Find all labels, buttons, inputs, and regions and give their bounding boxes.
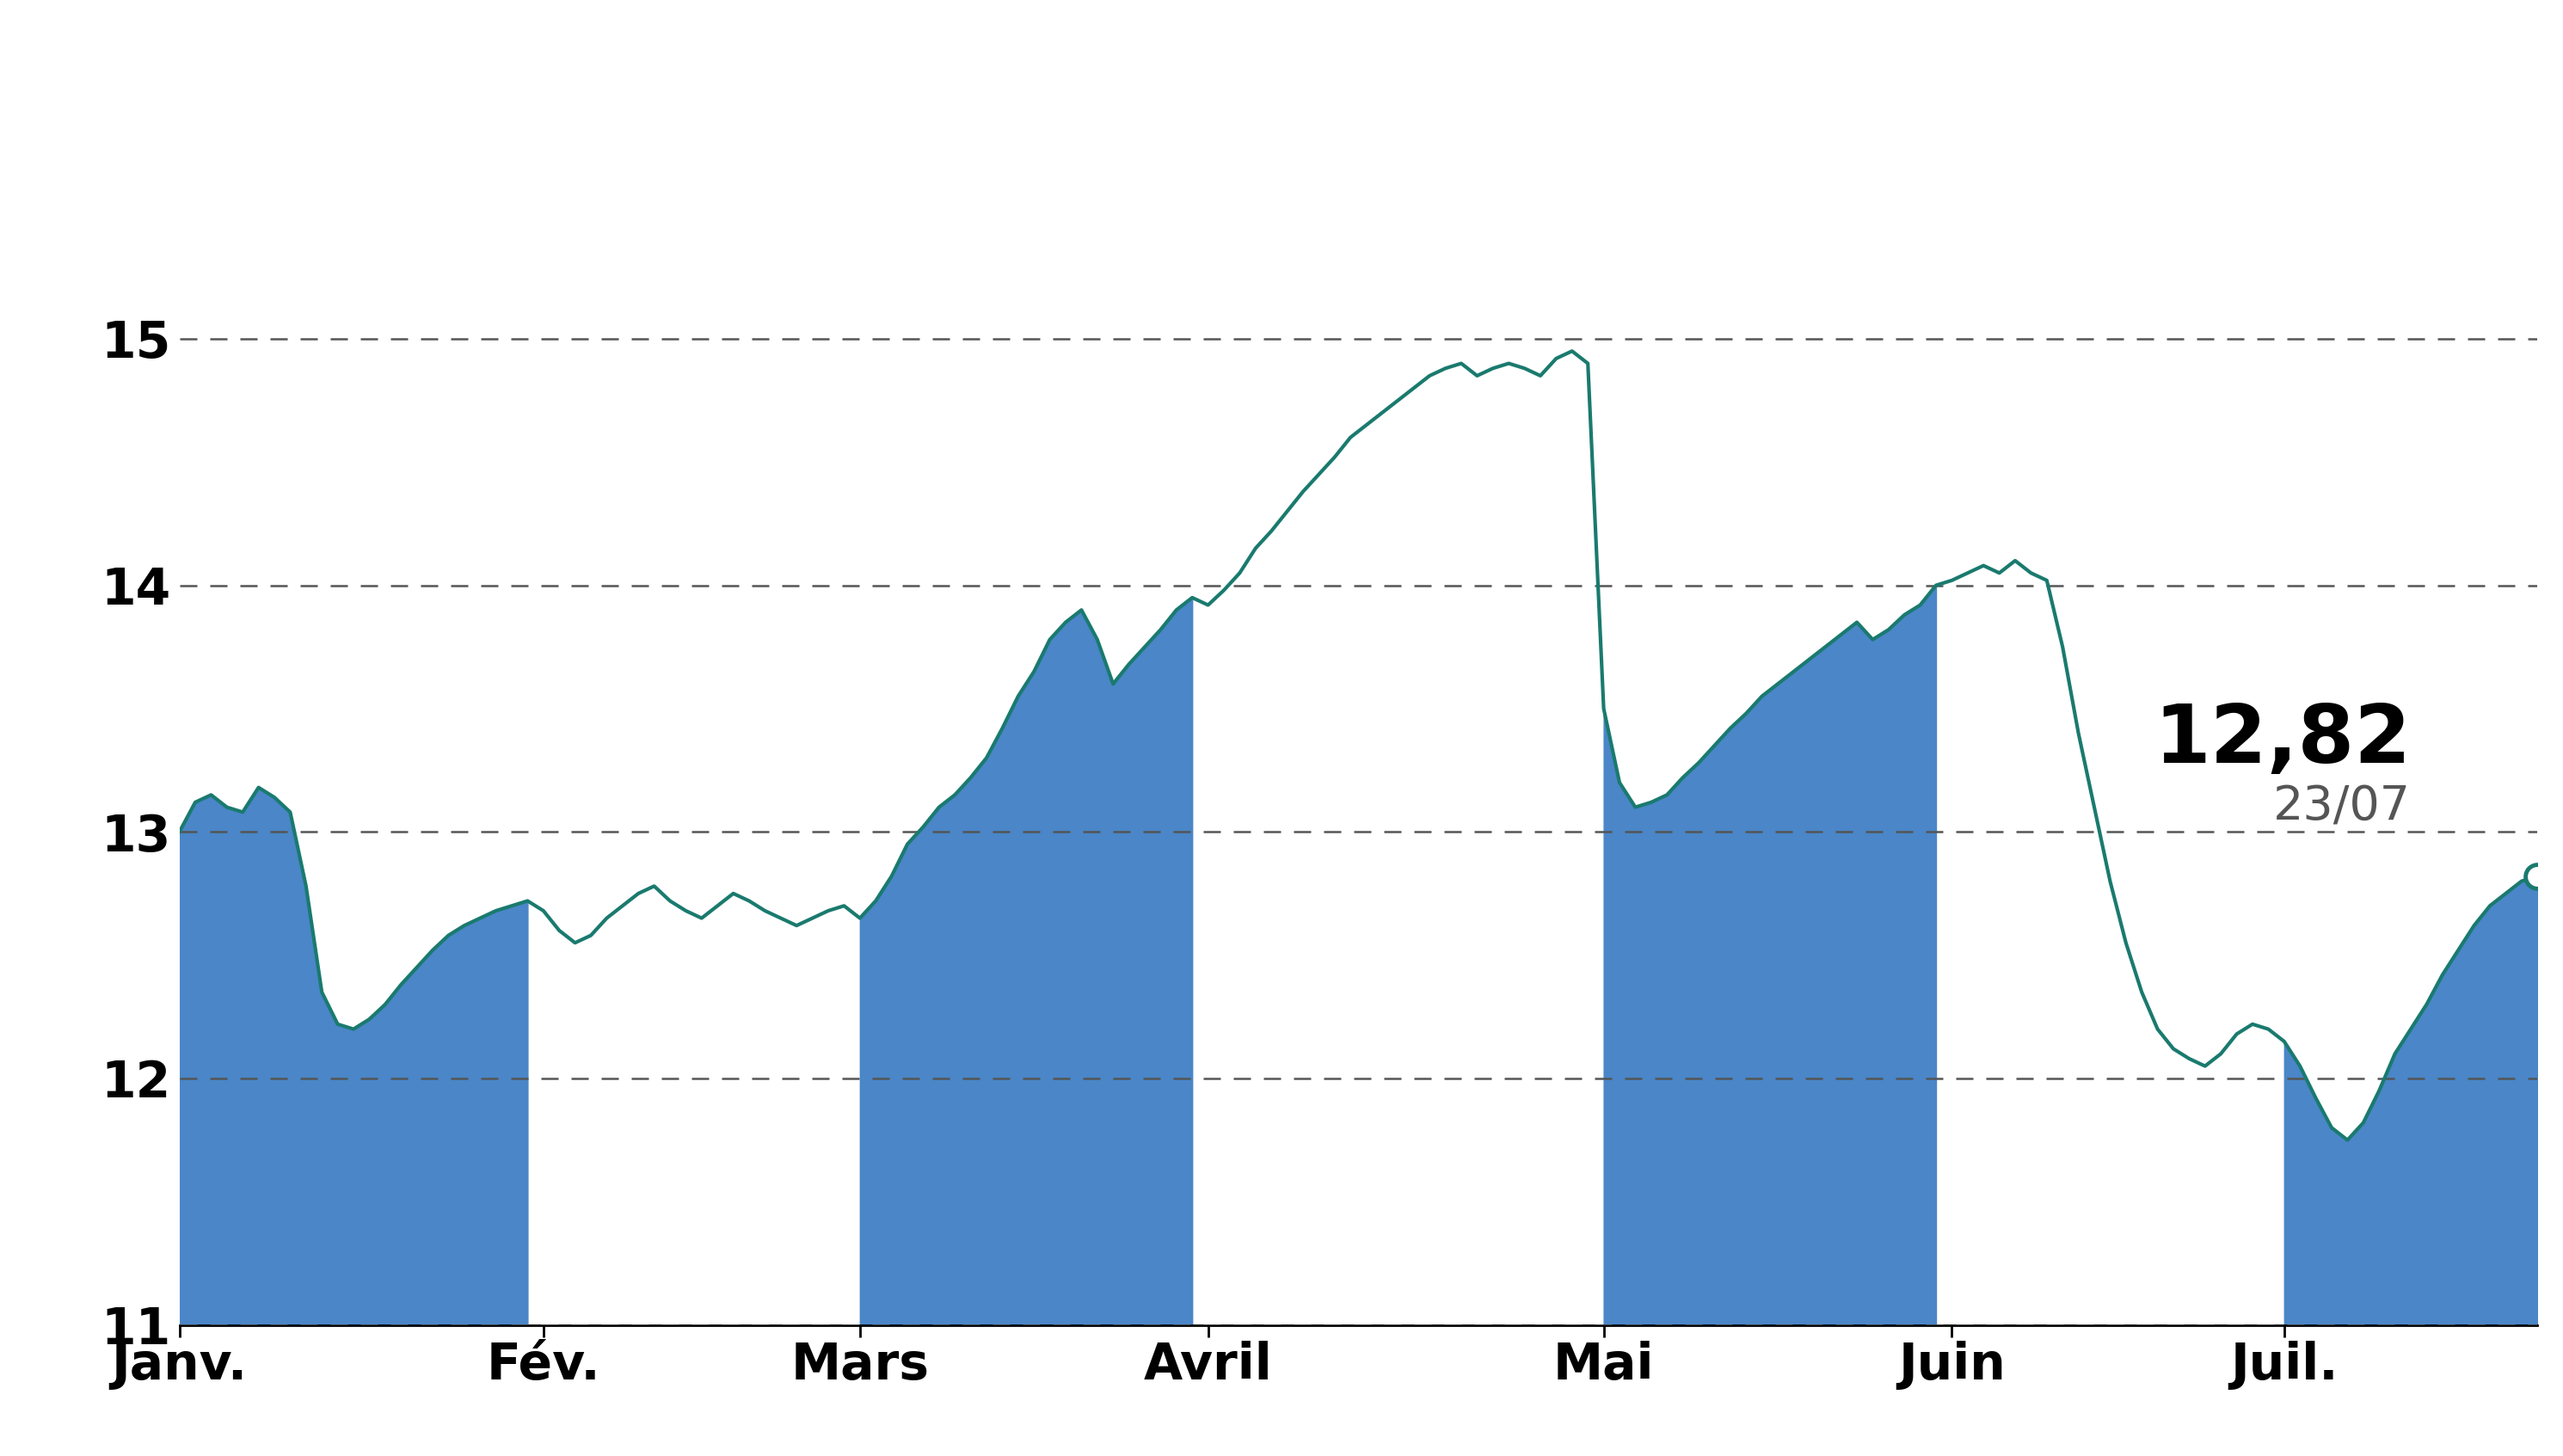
Text: 12,82: 12,82 — [2153, 702, 2412, 780]
Text: METROPOLE TV: METROPOLE TV — [866, 20, 1697, 112]
Text: 23/07: 23/07 — [2273, 783, 2412, 830]
